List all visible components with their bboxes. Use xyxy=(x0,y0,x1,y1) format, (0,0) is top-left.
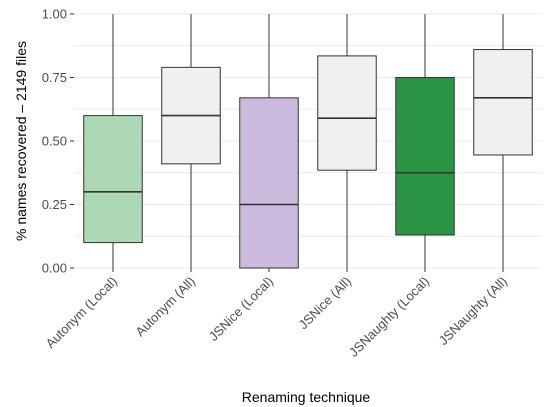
box-3 xyxy=(239,14,299,269)
box-iqr xyxy=(473,49,533,156)
x-tick-label: JSNaughty (All) xyxy=(436,274,510,348)
box-4 xyxy=(317,14,377,268)
x-axis-ticks: Autonym (Local) Autonym (All) JSNice (Loca… xyxy=(43,268,510,360)
y-tick-label: 0.00 xyxy=(42,261,67,276)
x-tick-label: JSNice (All) xyxy=(295,274,354,333)
y-tick-label: 0.50 xyxy=(42,134,67,149)
box-iqr xyxy=(317,55,377,171)
box-2 xyxy=(161,14,221,268)
y-tick-label: 0.75 xyxy=(42,70,67,85)
y-tick-label: 1.00 xyxy=(42,7,67,22)
x-tick-label: JSNaughty (Local) xyxy=(346,274,432,360)
box-iqr xyxy=(83,115,143,244)
box-6 xyxy=(473,14,533,268)
x-tick-label: Autonym (Local) xyxy=(43,274,121,352)
box-iqr xyxy=(239,97,299,269)
box-1 xyxy=(83,14,143,268)
grid-layer xyxy=(74,13,542,269)
x-tick-label: Autonym (All) xyxy=(132,274,198,340)
box-5 xyxy=(395,14,455,268)
y-axis-ticks: 0.00 0.25 0.50 0.75 1.00 xyxy=(42,7,74,276)
box-iqr xyxy=(395,77,455,236)
x-axis-title: Renaming technique xyxy=(242,389,371,405)
y-axis-title: % names recovered – 2149 files xyxy=(13,41,29,241)
x-tick-label: JSNice (Local) xyxy=(206,274,276,344)
y-tick-label: 0.25 xyxy=(42,197,67,212)
box-layer xyxy=(83,14,533,269)
